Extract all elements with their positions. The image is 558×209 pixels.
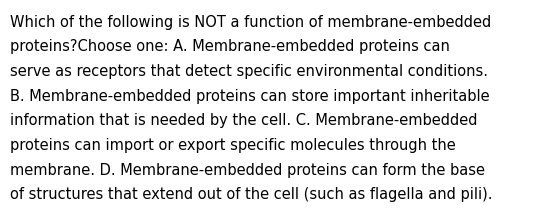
Text: of structures that extend out of the cell (such as flagella and pili).: of structures that extend out of the cel…: [10, 187, 493, 202]
Text: proteins?Choose one: A. Membrane-embedded proteins can: proteins?Choose one: A. Membrane-embedde…: [10, 39, 450, 54]
Text: proteins can import or export specific molecules through the: proteins can import or export specific m…: [10, 138, 456, 153]
Text: membrane. D. Membrane-embedded proteins can form the base: membrane. D. Membrane-embedded proteins …: [10, 163, 485, 178]
Text: serve as receptors that detect specific environmental conditions.: serve as receptors that detect specific …: [10, 64, 488, 79]
Text: Which of the following is NOT a function of membrane-embedded: Which of the following is NOT a function…: [10, 15, 491, 30]
Text: information that is needed by the cell. C. Membrane-embedded: information that is needed by the cell. …: [10, 113, 478, 128]
Text: B. Membrane-embedded proteins can store important inheritable: B. Membrane-embedded proteins can store …: [10, 89, 490, 104]
